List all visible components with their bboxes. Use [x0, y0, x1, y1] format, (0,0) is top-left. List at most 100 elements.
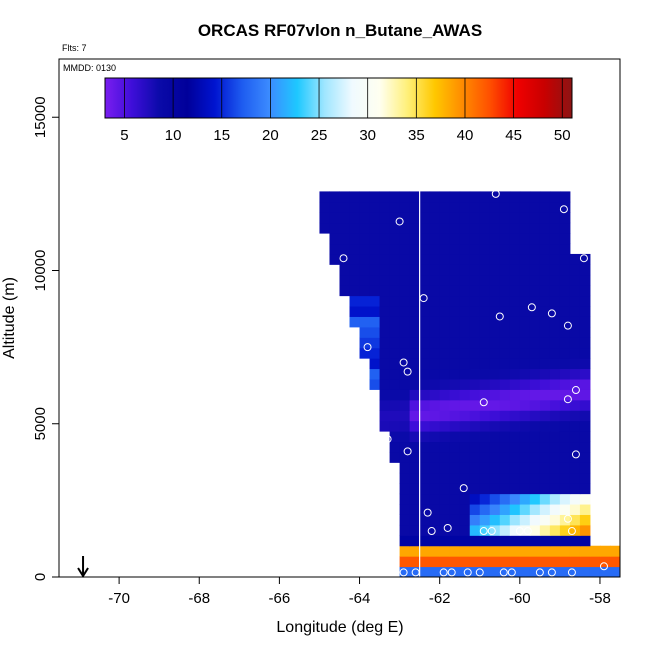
- heatmap-cell: [609, 545, 620, 557]
- sample-point: [563, 321, 572, 330]
- heatmap-cell: [449, 306, 461, 317]
- heatmap-cell: [549, 326, 561, 338]
- heatmap-cell: [539, 420, 551, 432]
- heatmap-cell: [559, 399, 571, 411]
- heatmap-cell: [539, 295, 551, 307]
- sample-point: [491, 189, 500, 198]
- heatmap-cell: [489, 535, 501, 547]
- heatmap-cell: [599, 545, 611, 557]
- heatmap-cell: [549, 285, 561, 297]
- heatmap-cell: [409, 358, 421, 370]
- heatmap-cell: [449, 420, 461, 432]
- heatmap-cell: [479, 556, 491, 568]
- heatmap-cell: [539, 201, 551, 213]
- heatmap-cell: [569, 316, 581, 328]
- heatmap-cell: [339, 201, 351, 213]
- heatmap-cell: [509, 316, 521, 328]
- heatmap-cell: [569, 399, 581, 411]
- heatmap-cell: [359, 222, 371, 234]
- heatmap-cell: [389, 233, 401, 245]
- heatmap-cell: [489, 285, 501, 297]
- sample-point: [523, 527, 532, 536]
- heatmap-cell: [459, 451, 471, 463]
- heatmap-cell: [389, 420, 401, 432]
- heatmap-cell: [509, 222, 521, 234]
- heatmap-cell: [529, 326, 541, 338]
- heatmap-cell: [529, 399, 541, 411]
- heatmap-cell: [539, 368, 551, 380]
- heatmap-cell: [549, 337, 561, 349]
- heatmap-cell: [399, 493, 411, 505]
- heatmap-cell: [439, 212, 451, 224]
- colorbar-tick-label: 40: [457, 127, 474, 144]
- heatmap-cell: [539, 347, 551, 359]
- heatmap-cell: [409, 524, 421, 536]
- heatmap-cell: [489, 441, 501, 453]
- heatmap-cell: [579, 451, 591, 463]
- heatmap-cell: [449, 337, 461, 349]
- heatmap-cell: [579, 368, 591, 380]
- heatmap-cell: [479, 420, 491, 432]
- heatmap-cell: [519, 566, 531, 577]
- sample-point: [567, 568, 576, 577]
- heatmap-cell: [429, 347, 441, 359]
- heatmap-cell: [399, 222, 411, 234]
- heatmap-cell: [519, 399, 531, 411]
- heatmap-cell: [469, 264, 481, 276]
- heatmap-cell: [429, 316, 441, 328]
- heatmap-cell: [489, 462, 501, 474]
- heatmap-cell: [469, 212, 481, 224]
- heatmap-cell: [389, 399, 401, 411]
- heatmap-cell: [519, 535, 531, 547]
- heatmap-cell: [349, 295, 361, 307]
- heatmap-cell: [529, 389, 541, 401]
- heatmap-cell: [419, 399, 431, 411]
- colorbar-tick-label: 20: [262, 127, 279, 144]
- heatmap-cell: [459, 472, 471, 484]
- heatmap-cell: [459, 316, 471, 328]
- sample-point: [383, 435, 392, 444]
- heatmap-cell: [389, 337, 401, 349]
- heatmap-cell: [389, 212, 401, 224]
- heatmap-cell: [399, 399, 411, 411]
- heatmap-cell: [559, 556, 571, 568]
- heatmap-cell: [379, 253, 391, 265]
- heatmap-cell: [419, 378, 431, 390]
- heatmap-cell: [519, 524, 531, 536]
- heatmap-cell: [549, 472, 561, 484]
- heatmap-cell: [349, 212, 361, 224]
- heatmap-cell: [509, 191, 521, 203]
- heatmap-cell: [429, 274, 441, 286]
- heatmap-cell: [499, 368, 511, 380]
- heatmap-cell: [409, 420, 421, 432]
- heatmap-cell: [459, 337, 471, 349]
- heatmap-cell: [359, 191, 371, 203]
- heatmap-cell: [559, 326, 571, 338]
- heatmap-cell: [479, 274, 491, 286]
- heatmap-cell: [529, 378, 541, 390]
- heatmap-cell: [529, 337, 541, 349]
- heatmap-cell: [469, 535, 481, 547]
- heatmap-cell: [389, 316, 401, 328]
- heatmap-cell: [529, 462, 541, 474]
- heatmap-cell: [479, 514, 491, 526]
- heatmap-cell: [409, 378, 421, 390]
- heatmap-cell: [519, 493, 531, 505]
- heatmap-cell: [509, 295, 521, 307]
- heatmap-cell: [399, 441, 411, 453]
- heatmap-cell: [509, 201, 521, 213]
- heatmap-cell: [519, 545, 531, 557]
- heatmap-cell: [499, 274, 511, 286]
- sample-point: [559, 205, 568, 214]
- heatmap-cell: [419, 535, 431, 547]
- heatmap-cell: [469, 253, 481, 265]
- heatmap-cell: [439, 472, 451, 484]
- heatmap-cell: [479, 316, 491, 328]
- heatmap-cell: [569, 504, 581, 515]
- heatmap-cell: [499, 483, 511, 495]
- heatmap-cell: [569, 420, 581, 432]
- heatmap-cell: [589, 556, 601, 568]
- heatmap-cell: [509, 358, 521, 370]
- heatmap-cell: [499, 222, 511, 234]
- heatmap-cell: [479, 535, 491, 547]
